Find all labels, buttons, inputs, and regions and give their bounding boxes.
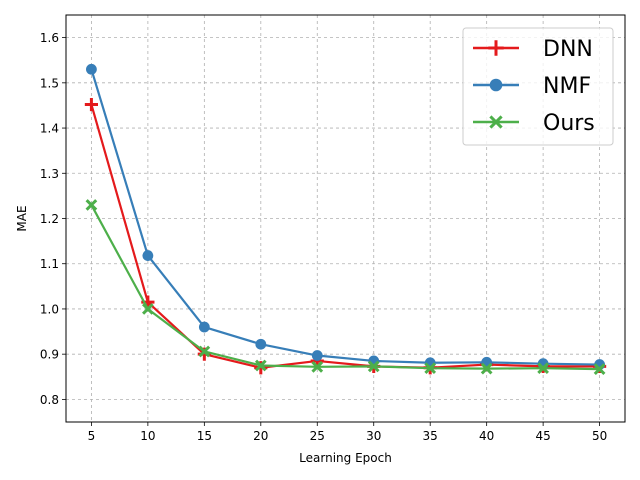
legend-label-nmf: NMF <box>543 74 591 99</box>
legend-label-dnn: DNN <box>543 37 593 62</box>
series-layer <box>84 63 607 375</box>
data-point-ours <box>424 362 437 375</box>
y-tick-label: 1.2 <box>40 212 59 226</box>
data-point-nmf <box>311 350 323 361</box>
y-tick-label: 1.1 <box>40 257 59 271</box>
x-tick-label: 10 <box>140 429 155 443</box>
legend-entry-nmf: NMF <box>473 74 591 99</box>
x-tick-label: 50 <box>592 429 607 443</box>
data-point-ours <box>142 303 154 315</box>
y-tick-label: 1.3 <box>40 167 59 181</box>
x-tick-label: 35 <box>423 429 438 443</box>
series-ours <box>85 199 606 375</box>
x-tick-label: 45 <box>535 429 550 443</box>
x-tick-label: 30 <box>366 429 381 443</box>
x-tick-label: 20 <box>253 429 268 443</box>
legend-entry-ours: Ours <box>473 111 595 136</box>
legend: DNN NMF Ours <box>462 27 614 146</box>
y-tick-label: 1.6 <box>40 31 59 45</box>
x-tick-label: 40 <box>479 429 494 443</box>
y-tick-label: 0.9 <box>40 348 59 362</box>
data-point-ours <box>593 363 606 375</box>
data-point-ours <box>198 345 211 358</box>
data-point-ours <box>254 359 267 372</box>
series-line-nmf <box>90 68 600 366</box>
series-line-dnn <box>90 104 600 369</box>
data-point-ours <box>311 360 324 373</box>
data-point-ours <box>480 362 493 375</box>
x-tick-label: 15 <box>197 429 212 443</box>
y-tick-label: 1.5 <box>40 76 59 90</box>
x-axis-label: Learning Epoch <box>299 451 392 465</box>
data-point-ours <box>367 360 380 373</box>
data-point-dnn <box>84 97 99 112</box>
legend-marker-ours <box>489 115 503 129</box>
x-tick-label: 25 <box>310 429 325 443</box>
series-line-ours <box>90 204 600 371</box>
legend-marker-dnn <box>488 40 504 56</box>
y-tick-label: 0.8 <box>40 393 59 407</box>
data-point-ours <box>85 199 98 211</box>
data-point-nmf <box>255 338 267 350</box>
legend-label-ours: Ours <box>543 111 595 136</box>
data-point-ours <box>537 362 549 375</box>
data-point-nmf <box>142 250 154 261</box>
y-axis-label: MAE <box>15 205 29 231</box>
x-tick-label: 5 <box>88 429 96 443</box>
y-tick-label: 1.0 <box>40 302 59 316</box>
legend-entry-dnn: DNN <box>473 37 593 62</box>
ticks: 5 10 15 20 25 30 35 40 45 50 0.8 0.9 1.0 1.1 1.2 1.3 1.4… <box>40 31 607 443</box>
data-point-nmf <box>198 321 210 333</box>
data-point-dnn <box>254 361 268 375</box>
legend-marker-nmf <box>489 78 503 92</box>
data-point-nmf <box>86 63 97 75</box>
y-tick-label: 1.4 <box>40 122 59 136</box>
